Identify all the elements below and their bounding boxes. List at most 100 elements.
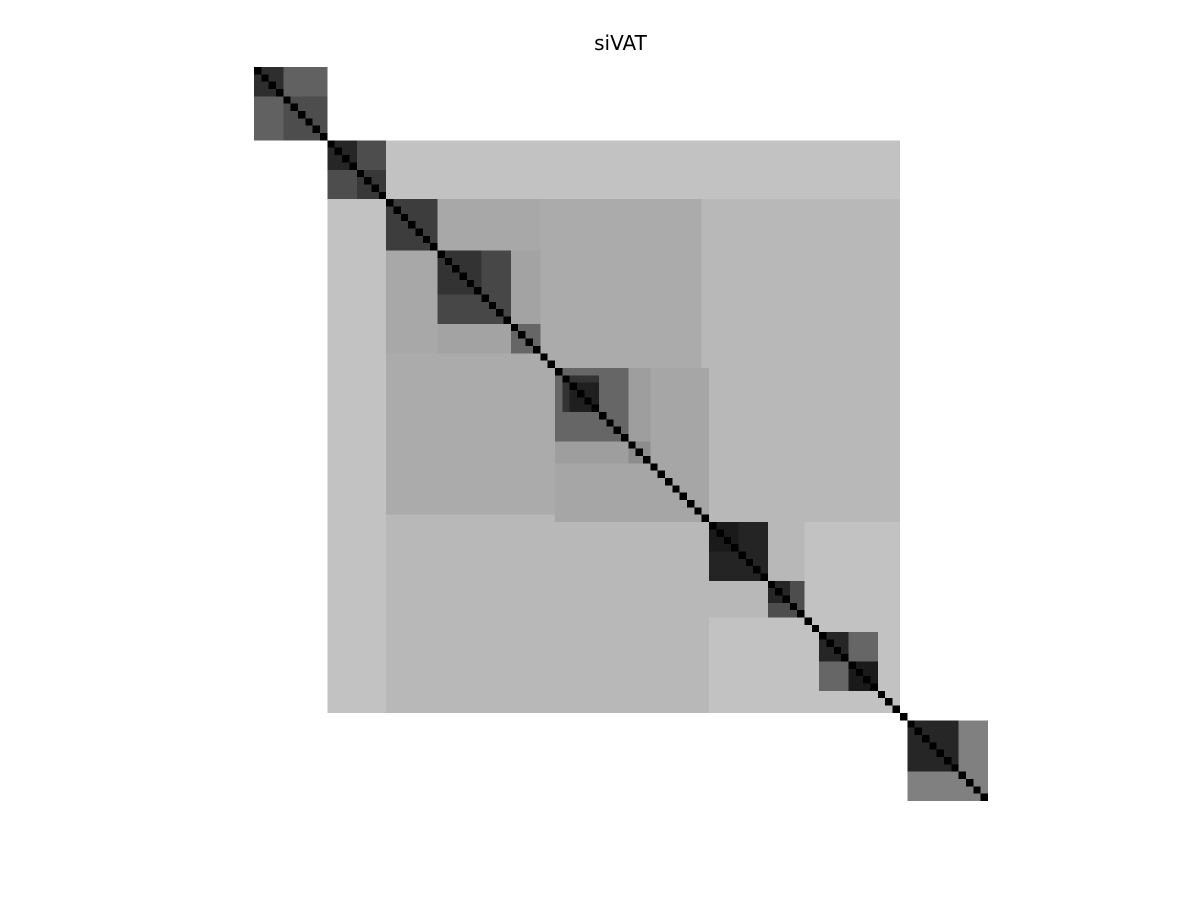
heatmap-cell bbox=[276, 118, 284, 126]
heatmap-cell bbox=[569, 544, 578, 552]
heatmap-cell bbox=[547, 411, 556, 420]
heatmap-cell bbox=[356, 250, 365, 258]
heatmap-cell bbox=[430, 353, 438, 361]
heatmap-cell bbox=[327, 294, 335, 303]
heatmap-cell bbox=[518, 345, 526, 354]
heatmap-cell bbox=[826, 411, 835, 420]
heatmap-cell bbox=[481, 228, 490, 236]
heatmap-cell bbox=[855, 331, 864, 339]
heatmap-cell bbox=[643, 544, 651, 552]
heatmap-cell bbox=[657, 492, 666, 501]
heatmap-cell bbox=[738, 228, 746, 236]
heatmap-cell bbox=[892, 316, 901, 325]
heatmap-cell bbox=[606, 360, 614, 369]
heatmap-cell bbox=[393, 191, 401, 200]
heatmap-cell bbox=[371, 470, 379, 479]
heatmap-cell bbox=[518, 404, 526, 413]
heatmap-cell bbox=[496, 140, 504, 148]
heatmap-cell bbox=[371, 265, 379, 273]
heatmap-cell bbox=[841, 184, 849, 192]
heatmap-cell bbox=[503, 294, 512, 303]
heatmap-cell bbox=[870, 367, 879, 376]
heatmap-cell bbox=[591, 544, 600, 552]
heatmap-cell bbox=[723, 309, 732, 317]
heatmap-cell bbox=[430, 536, 438, 545]
heatmap-cell bbox=[731, 375, 739, 383]
heatmap-cell bbox=[643, 580, 651, 589]
heatmap-cell bbox=[657, 389, 666, 398]
heatmap-cell bbox=[709, 265, 717, 273]
heatmap-cell bbox=[819, 434, 827, 442]
heatmap-cell bbox=[811, 228, 820, 236]
heatmap-cell bbox=[540, 177, 548, 185]
heatmap-cell bbox=[760, 536, 768, 545]
heatmap-cell bbox=[503, 514, 512, 523]
heatmap-cell bbox=[797, 404, 805, 413]
heatmap-cell bbox=[687, 147, 695, 156]
heatmap-cell bbox=[584, 507, 592, 515]
heatmap-cell bbox=[628, 456, 636, 464]
heatmap-cell bbox=[826, 536, 835, 545]
heatmap-cell bbox=[606, 294, 614, 303]
heatmap-cell bbox=[797, 279, 805, 288]
heatmap-cell bbox=[687, 301, 695, 310]
heatmap-cell bbox=[459, 411, 468, 420]
heatmap-cell bbox=[364, 316, 372, 325]
heatmap-cell bbox=[716, 353, 724, 361]
heatmap-cell bbox=[804, 456, 812, 464]
heatmap-cell bbox=[591, 155, 600, 163]
heatmap-cell bbox=[811, 184, 820, 192]
heatmap-cell bbox=[378, 338, 387, 347]
heatmap-cell bbox=[518, 360, 526, 369]
heatmap-cell bbox=[540, 294, 548, 303]
heatmap-cell bbox=[606, 551, 614, 559]
heatmap-cell bbox=[811, 463, 820, 471]
heatmap-cell bbox=[709, 338, 717, 347]
heatmap-cell bbox=[452, 316, 460, 325]
heatmap-cell bbox=[400, 353, 409, 361]
heatmap-cell bbox=[606, 228, 614, 236]
heatmap-cell bbox=[261, 96, 269, 104]
heatmap-cell bbox=[753, 221, 761, 229]
heatmap-cell bbox=[276, 125, 284, 134]
heatmap-cell bbox=[679, 345, 688, 354]
heatmap-cell bbox=[892, 155, 901, 163]
heatmap-cell bbox=[701, 191, 710, 200]
heatmap-cell bbox=[415, 360, 423, 369]
heatmap-cell bbox=[547, 294, 556, 303]
heatmap-cell bbox=[518, 243, 526, 251]
heatmap-cell bbox=[665, 500, 673, 508]
heatmap-cell bbox=[877, 177, 886, 185]
heatmap-cell bbox=[797, 463, 805, 471]
heatmap-cell bbox=[775, 367, 783, 376]
heatmap-cell bbox=[474, 301, 482, 310]
heatmap-cell bbox=[789, 375, 798, 383]
heatmap-cell bbox=[855, 367, 864, 376]
heatmap-cell bbox=[723, 544, 732, 552]
heatmap-cell bbox=[598, 522, 607, 530]
heatmap-cell bbox=[540, 184, 548, 192]
heatmap-cell bbox=[679, 250, 688, 258]
heatmap-cell bbox=[503, 360, 512, 369]
heatmap-cell bbox=[870, 199, 879, 207]
heatmap-cell bbox=[745, 478, 754, 486]
heatmap-cell bbox=[745, 382, 754, 391]
heatmap-cell bbox=[598, 551, 607, 559]
heatmap-cell bbox=[672, 287, 680, 295]
heatmap-cell bbox=[584, 213, 592, 222]
heatmap-cell bbox=[738, 478, 746, 486]
heatmap-cell bbox=[408, 426, 416, 435]
heatmap-cell bbox=[342, 595, 350, 603]
heatmap-cell bbox=[525, 397, 534, 405]
heatmap-cell bbox=[540, 573, 548, 581]
heatmap-cell bbox=[298, 103, 306, 112]
heatmap-cell bbox=[562, 573, 570, 581]
heatmap-cell bbox=[422, 411, 431, 420]
heatmap-cell bbox=[276, 74, 284, 82]
heatmap-cell bbox=[775, 184, 783, 192]
heatmap-cell bbox=[789, 389, 798, 398]
heatmap-cell bbox=[400, 155, 409, 163]
heatmap-cell bbox=[422, 375, 431, 383]
heatmap-cell bbox=[481, 309, 490, 317]
heatmap-cell bbox=[833, 272, 842, 281]
